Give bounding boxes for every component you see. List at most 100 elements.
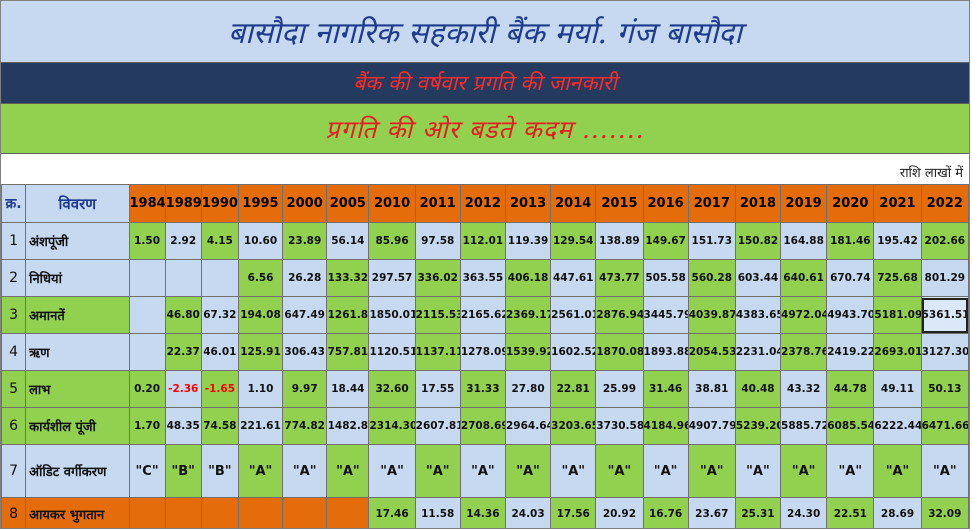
data-cell[interactable]: 4.15 [200, 222, 239, 260]
row-label[interactable]: आयकर भुगतान [25, 497, 130, 528]
header-year[interactable]: 2019 [780, 184, 828, 223]
row-number[interactable]: 7 [1, 444, 27, 498]
data-cell[interactable] [128, 333, 166, 371]
data-cell[interactable]: 4184.96 [642, 407, 689, 445]
data-cell[interactable]: 20.92 [595, 497, 644, 528]
data-cell[interactable]: 149.67 [642, 222, 689, 260]
data-cell[interactable]: 40.48 [734, 370, 782, 408]
data-cell[interactable]: 18.44 [326, 370, 370, 408]
row-label[interactable]: कार्यशील पूंजी [25, 407, 130, 445]
header-year[interactable]: 1989 [164, 184, 202, 223]
row-number[interactable]: 3 [1, 296, 27, 334]
data-cell[interactable]: 560.28 [687, 259, 736, 297]
data-cell[interactable]: 56.14 [326, 222, 370, 260]
header-year[interactable]: 1995 [237, 184, 284, 223]
data-cell[interactable]: -2.36 [164, 370, 202, 408]
data-cell[interactable]: 112.01 [459, 222, 506, 260]
data-cell[interactable]: 2054.53 [687, 333, 736, 371]
data-cell[interactable]: 25.31 [734, 497, 782, 528]
data-cell[interactable]: 221.61 [237, 407, 284, 445]
data-cell[interactable]: 5885.72 [780, 407, 828, 445]
data-cell[interactable]: 31.33 [459, 370, 506, 408]
header-year[interactable]: 2020 [826, 184, 875, 223]
header-year[interactable]: 1990 [200, 184, 239, 223]
data-cell[interactable] [128, 296, 166, 334]
header-year[interactable]: 2011 [414, 184, 461, 223]
data-cell[interactable]: 4972.04 [780, 296, 828, 334]
data-cell[interactable]: 2115.53 [414, 296, 461, 334]
data-cell[interactable]: "A" [873, 444, 922, 498]
data-cell[interactable]: 16.76 [642, 497, 689, 528]
row-label[interactable]: निधियां [25, 259, 130, 297]
data-cell[interactable]: 38.81 [687, 370, 736, 408]
data-cell[interactable]: 32.09 [920, 497, 969, 528]
data-cell[interactable]: "A" [368, 444, 416, 498]
data-cell[interactable]: 725.68 [873, 259, 922, 297]
data-cell[interactable]: 3730.58 [595, 407, 644, 445]
data-cell[interactable]: 44.78 [826, 370, 875, 408]
data-cell[interactable]: 2378.76 [780, 333, 828, 371]
data-cell[interactable]: 2.92 [164, 222, 202, 260]
data-cell[interactable]: 1850.01 [368, 296, 416, 334]
data-cell[interactable]: 22.37 [164, 333, 202, 371]
header-year[interactable]: 1984 [128, 184, 166, 223]
data-cell[interactable]: 50.13 [920, 370, 969, 408]
data-cell[interactable]: 306.43 [282, 333, 328, 371]
data-cell[interactable]: 447.61 [550, 259, 597, 297]
data-cell[interactable]: "A" [642, 444, 689, 498]
data-cell[interactable]: 138.89 [595, 222, 644, 260]
data-cell[interactable]: 46.01 [200, 333, 239, 371]
data-cell[interactable]: 28.69 [873, 497, 922, 528]
data-cell[interactable]: 4943.70 [826, 296, 875, 334]
data-cell[interactable]: 473.77 [595, 259, 644, 297]
data-cell[interactable]: 4039.87 [687, 296, 736, 334]
data-cell[interactable]: 2165.62 [459, 296, 506, 334]
data-cell[interactable]: 5239.20 [734, 407, 782, 445]
data-cell[interactable]: 406.18 [504, 259, 552, 297]
row-number[interactable]: 1 [1, 222, 27, 260]
data-cell[interactable]: 125.91 [237, 333, 284, 371]
row-label[interactable]: ऋण [25, 333, 130, 371]
data-cell[interactable]: 4383.65 [734, 296, 782, 334]
data-cell[interactable]: 6471.66 [920, 407, 969, 445]
data-cell[interactable]: 10.60 [237, 222, 284, 260]
data-cell[interactable]: 202.66 [920, 222, 969, 260]
data-cell[interactable]: 603.44 [734, 259, 782, 297]
data-cell[interactable]: "B" [200, 444, 239, 498]
data-cell[interactable]: "A" [414, 444, 461, 498]
data-cell[interactable]: 363.55 [459, 259, 506, 297]
header-year[interactable]: 2012 [459, 184, 506, 223]
data-cell[interactable]: 17.56 [550, 497, 597, 528]
row-number[interactable]: 4 [1, 333, 27, 371]
data-cell[interactable]: 2369.17 [504, 296, 552, 334]
data-cell[interactable]: 2314.30 [368, 407, 416, 445]
data-cell[interactable] [128, 259, 166, 297]
data-cell[interactable]: "A" [504, 444, 552, 498]
header-year[interactable]: 2013 [504, 184, 552, 223]
data-cell[interactable]: 1120.51 [368, 333, 416, 371]
header-year[interactable]: 2018 [734, 184, 782, 223]
data-cell[interactable]: 1137.11 [414, 333, 461, 371]
header-year[interactable]: 2010 [368, 184, 416, 223]
data-cell[interactable]: 17.55 [414, 370, 461, 408]
data-cell[interactable] [282, 497, 328, 528]
header-year[interactable]: 2022 [920, 184, 969, 223]
data-cell[interactable]: 23.67 [687, 497, 736, 528]
data-cell[interactable]: 49.11 [873, 370, 922, 408]
data-cell[interactable]: 24.30 [780, 497, 828, 528]
header-year[interactable]: 2017 [687, 184, 736, 223]
data-cell[interactable]: 505.58 [642, 259, 689, 297]
data-cell[interactable]: 5361.51 [920, 296, 969, 334]
data-cell[interactable]: 2693.01 [873, 333, 922, 371]
data-cell[interactable]: "A" [459, 444, 506, 498]
data-cell[interactable]: 757.81 [326, 333, 370, 371]
data-cell[interactable]: "A" [237, 444, 284, 498]
data-cell[interactable]: 67.32 [200, 296, 239, 334]
header-year[interactable]: 2014 [550, 184, 597, 223]
data-cell[interactable]: 774.82 [282, 407, 328, 445]
data-cell[interactable]: 6222.44 [873, 407, 922, 445]
data-cell[interactable]: "C" [128, 444, 166, 498]
data-cell[interactable]: 26.28 [282, 259, 328, 297]
data-cell[interactable]: 195.42 [873, 222, 922, 260]
data-cell[interactable]: 647.49 [282, 296, 328, 334]
